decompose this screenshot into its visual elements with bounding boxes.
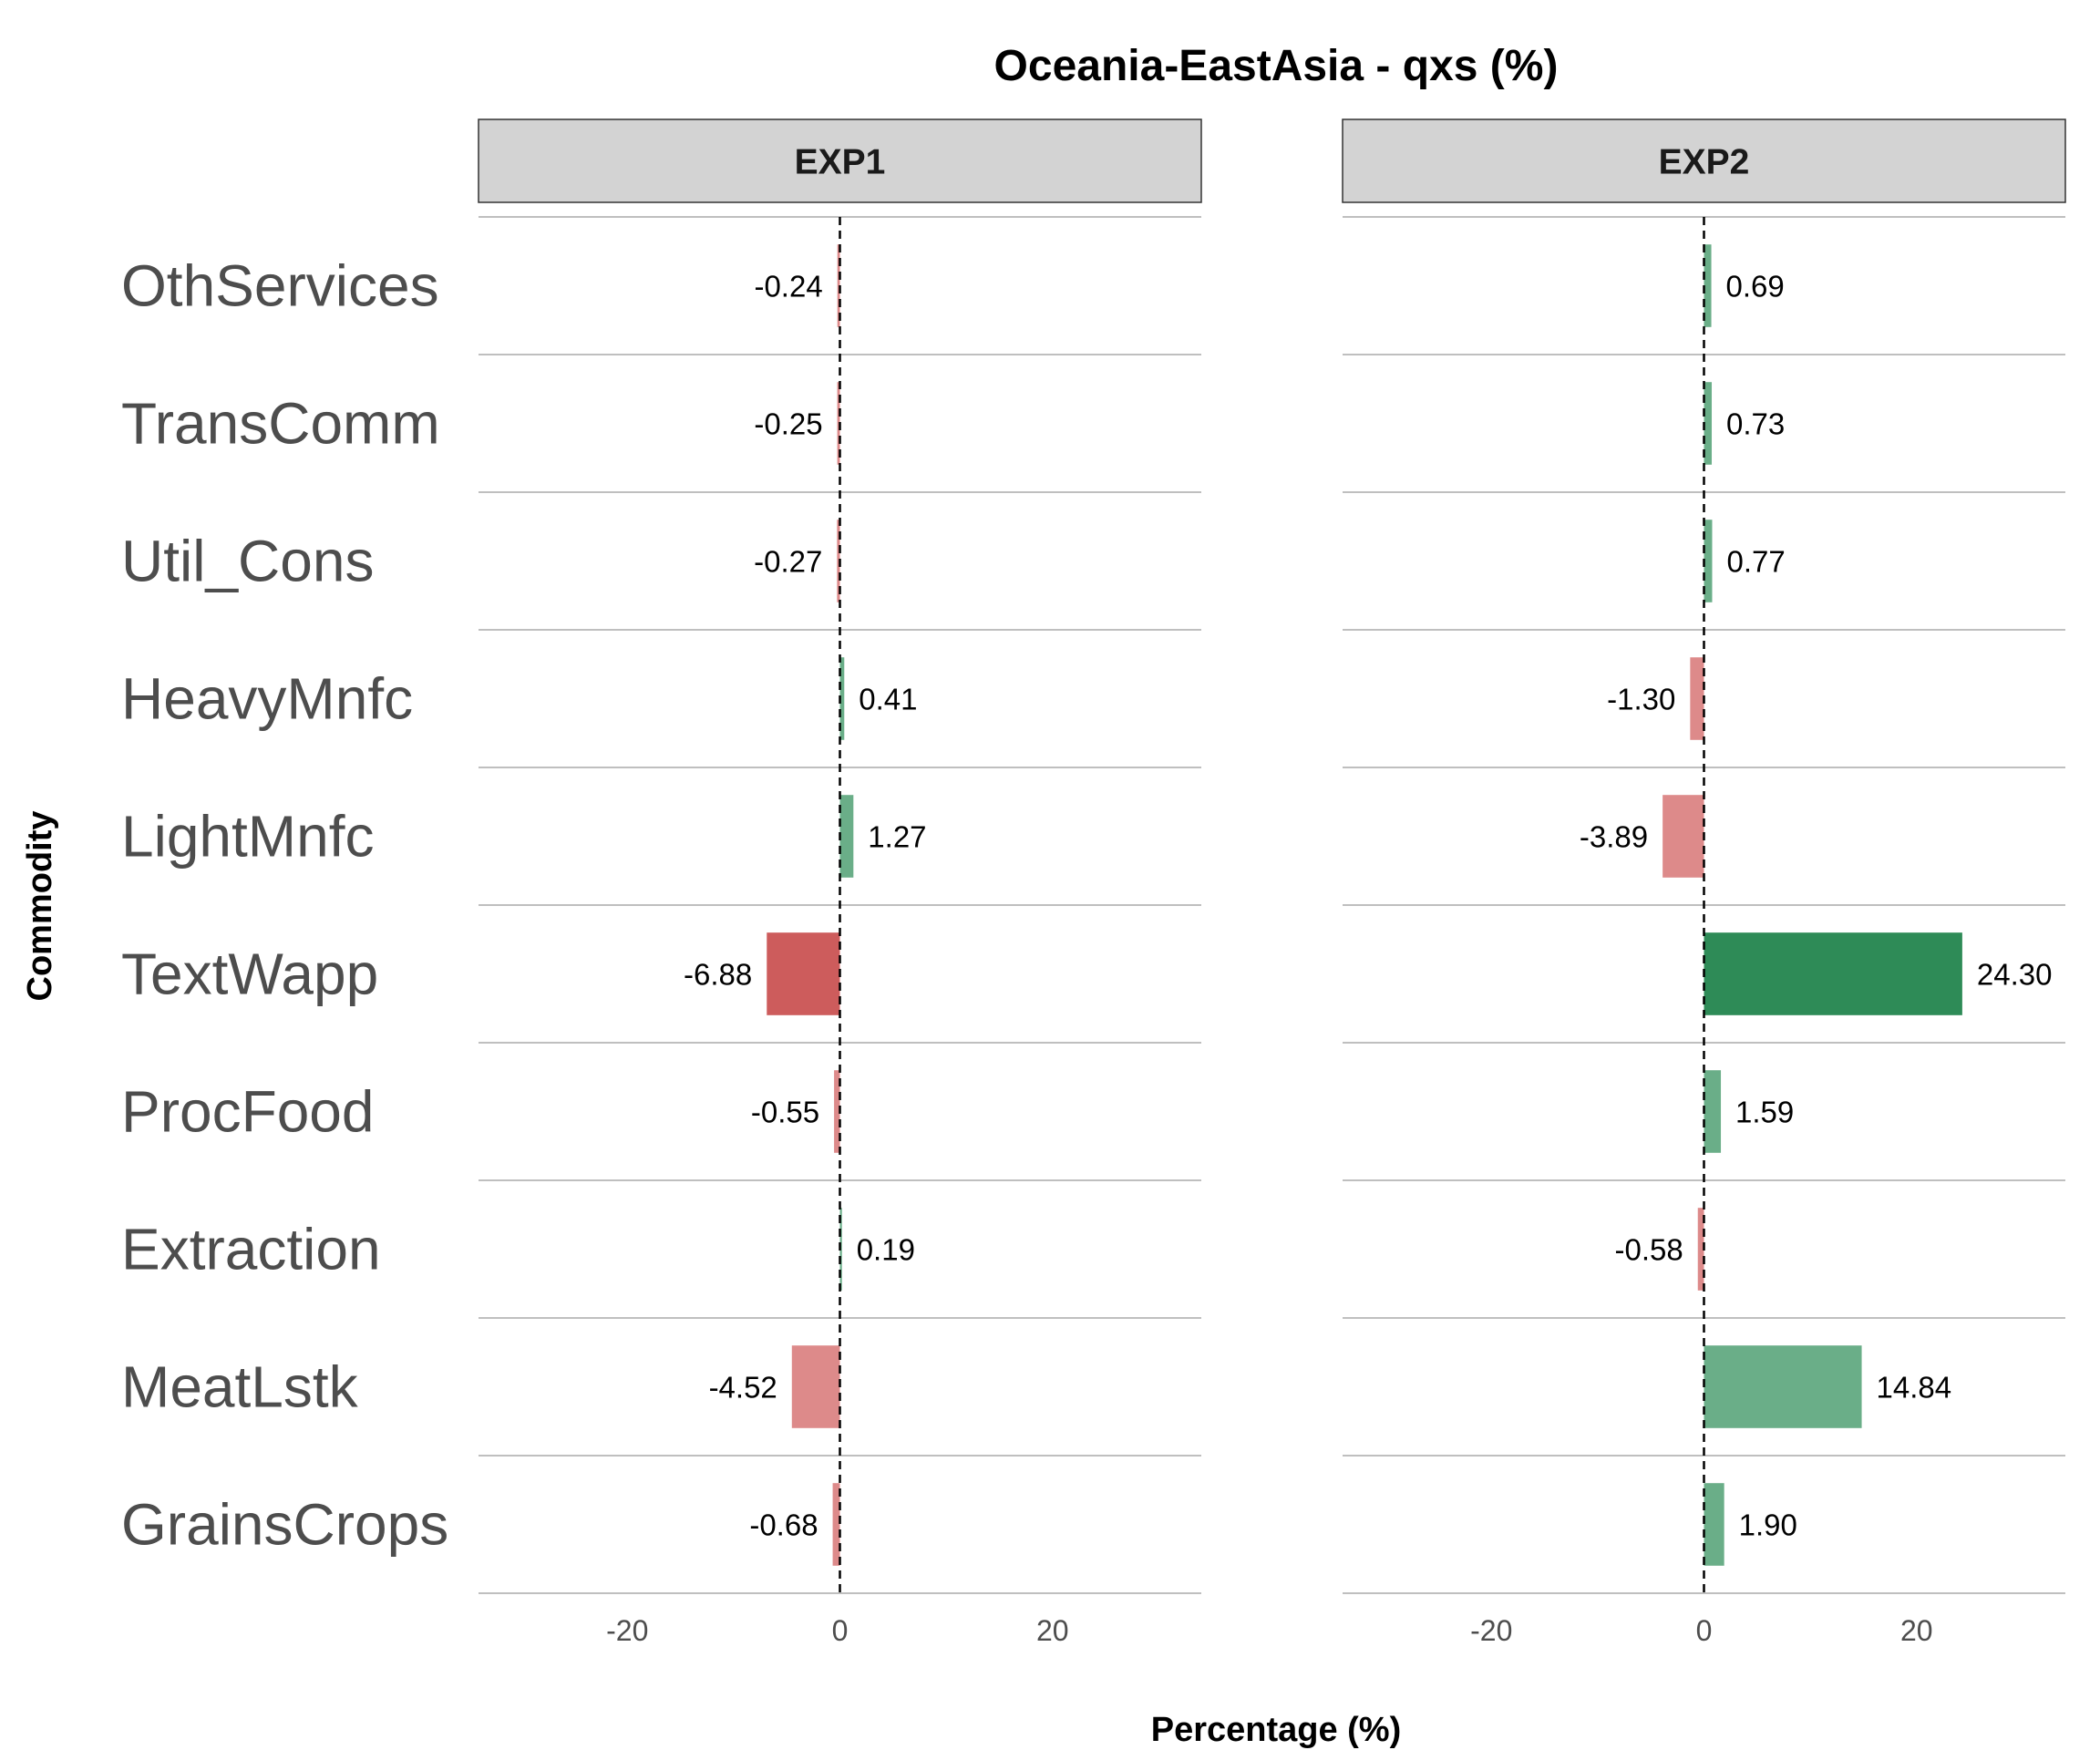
value-label: -4.52 (709, 1371, 777, 1405)
value-label: 24.30 (1977, 958, 2053, 992)
value-label: -6.88 (684, 958, 752, 992)
bar (1704, 1070, 1722, 1153)
category-label: TransComm (121, 391, 440, 457)
bar (839, 657, 845, 740)
panels: EXP1 -0.24 -0.25 -0.27 0.41 1.27 -6.88 -0.55 0.1… (478, 118, 2066, 1647)
category-label: OthServices (121, 253, 439, 319)
panel-strip-label: EXP1 (795, 143, 886, 182)
value-label: 0.41 (859, 683, 917, 716)
category-label: Extraction (121, 1217, 381, 1282)
panel-exp2: EXP2 0.69 0.73 0.77 -1.30 -3.89 24.30 1.59 -0.58… (1342, 118, 2066, 1647)
value-label: -0.55 (751, 1096, 819, 1129)
bar (837, 520, 840, 602)
value-label: 1.59 (1735, 1096, 1794, 1129)
bar (839, 795, 854, 878)
bar (767, 932, 840, 1015)
panel-strip-label: EXP2 (1659, 143, 1750, 182)
category-label: TextWapp (121, 942, 378, 1007)
bar (1690, 657, 1704, 740)
bar (791, 1345, 840, 1428)
x-tick-label: 0 (1696, 1614, 1713, 1647)
value-label: -0.25 (754, 407, 822, 441)
bar (1697, 1208, 1704, 1291)
x-tick-label: 20 (1036, 1614, 1069, 1647)
x-axis-title: Percentage (%) (1151, 1711, 1402, 1749)
value-label: 1.90 (1739, 1508, 1797, 1542)
bar (834, 1070, 840, 1153)
bar (1704, 382, 1713, 465)
panel-strip (478, 118, 1202, 203)
value-label: 1.27 (868, 820, 926, 854)
value-label: 0.73 (1726, 407, 1785, 441)
bar (837, 244, 840, 327)
value-label: -3.89 (1580, 820, 1648, 854)
category-label: GrainsCrops (121, 1492, 448, 1558)
value-label: 14.84 (1877, 1371, 1952, 1405)
category-label: ProcFood (121, 1079, 374, 1145)
chart-title: Oceania-EastAsia - qxs (%) (994, 42, 1559, 90)
bar (1704, 244, 1712, 327)
value-label: -1.30 (1607, 683, 1675, 716)
category-label: MeatLstk (121, 1354, 359, 1420)
bar (837, 382, 840, 465)
bar (1704, 520, 1713, 602)
bar (1704, 932, 1962, 1015)
x-tick-label: -20 (606, 1614, 648, 1647)
category-labels: OthServices TransComm Util_Cons HeavyMnfc Li… (121, 253, 448, 1558)
category-label: Util_Cons (121, 529, 374, 594)
value-label: -0.24 (754, 270, 822, 304)
value-label: 0.77 (1726, 545, 1785, 579)
value-label: -0.68 (749, 1508, 818, 1542)
y-axis-title: Commodity (21, 811, 59, 1002)
bar (832, 1483, 840, 1566)
category-label: HeavyMnfc (121, 666, 413, 732)
x-tick-label: 20 (1900, 1614, 1933, 1647)
panel-strip (1342, 118, 2066, 203)
x-tick-label: -20 (1470, 1614, 1512, 1647)
bar (1662, 795, 1704, 878)
value-label: 0.19 (857, 1233, 915, 1267)
x-tick-label: 0 (832, 1614, 849, 1647)
value-label: 0.69 (1726, 270, 1785, 304)
bar (1704, 1345, 1862, 1428)
value-label: -0.27 (754, 545, 822, 579)
value-label: -0.58 (1615, 1233, 1683, 1267)
bar (1704, 1483, 1724, 1566)
category-label: LightMnfc (121, 804, 374, 870)
panel-exp1: EXP1 -0.24 -0.25 -0.27 0.41 1.27 -6.88 -0.55 0.1… (478, 118, 1202, 1647)
